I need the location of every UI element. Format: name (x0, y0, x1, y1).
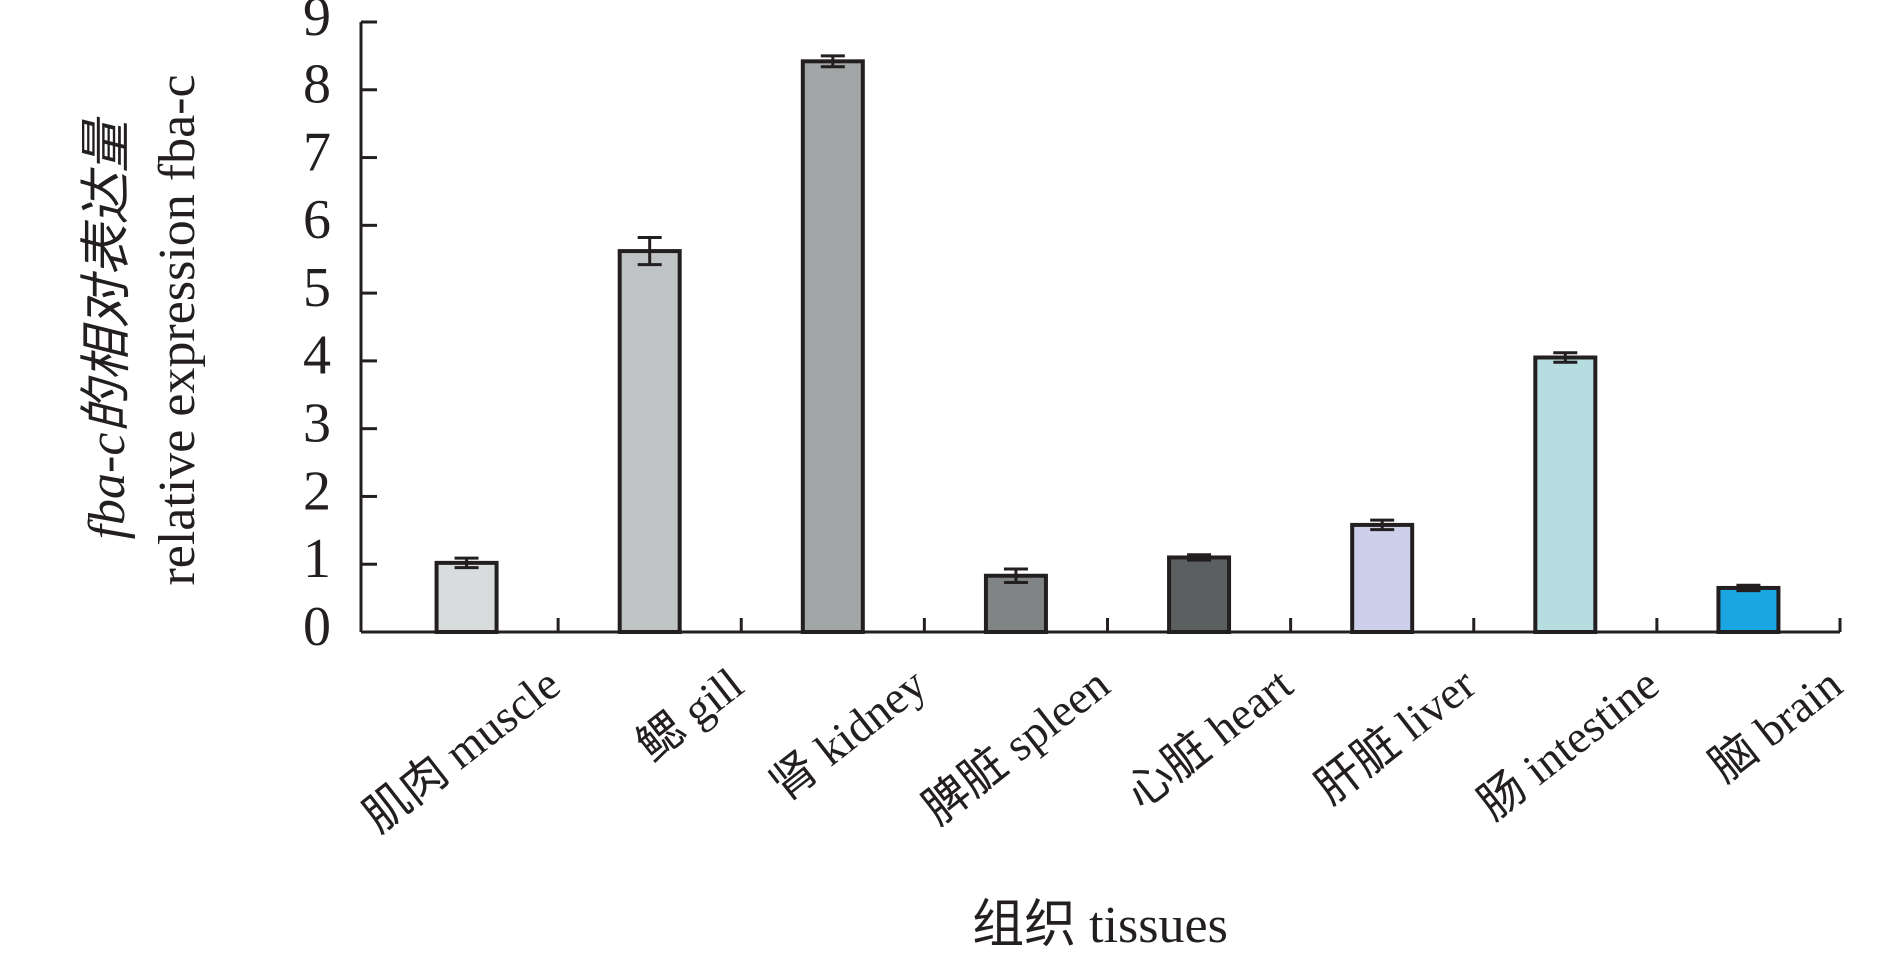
bar (617, 249, 682, 634)
x-tick-label: 肠 intestine (1468, 658, 1668, 830)
x-tick-label: 心脏 heart (1116, 658, 1302, 819)
error-bar (820, 54, 845, 69)
error-bar (1003, 567, 1028, 585)
y-axis-title: fba-c的相对表达量 (79, 116, 136, 540)
error-bar (454, 556, 479, 570)
error-bar (1187, 553, 1212, 562)
x-axis-title: 组织 tissues (972, 897, 1228, 954)
x-tick-label: 脾脏 spleen (913, 658, 1119, 834)
error-bar (637, 236, 662, 267)
y-tick-label: 4 (303, 325, 331, 387)
bar (983, 573, 1048, 634)
bar (1533, 355, 1598, 634)
y-tick-label: 0 (303, 596, 331, 658)
bar (434, 560, 499, 634)
error-bar (1553, 351, 1578, 364)
y-tick-label: 7 (303, 121, 331, 183)
y-axis-title: relative expression fba-c (149, 74, 206, 585)
bar (1167, 555, 1232, 635)
x-tick-label: 脑 brain (1700, 658, 1851, 792)
y-tick-label: 9 (303, 0, 331, 48)
bar (1716, 585, 1781, 635)
y-tick-label: 6 (303, 189, 331, 251)
x-tick-label: 肾 kidney (760, 658, 935, 811)
error-bar (1736, 583, 1761, 593)
y-tick-label: 2 (303, 460, 331, 522)
y-tick-label: 3 (303, 393, 331, 455)
bar (1350, 522, 1415, 635)
y-tick-label: 5 (303, 257, 331, 319)
y-tick-label: 8 (303, 54, 331, 116)
error-bar (1370, 518, 1395, 532)
bar (800, 59, 865, 635)
x-tick-label: 肌肉 muscle (354, 658, 570, 842)
x-tick-label: 肝脏 liver (1305, 658, 1484, 814)
x-tick-label: 鳃 gill (627, 658, 752, 771)
y-tick-label: 1 (303, 528, 331, 590)
